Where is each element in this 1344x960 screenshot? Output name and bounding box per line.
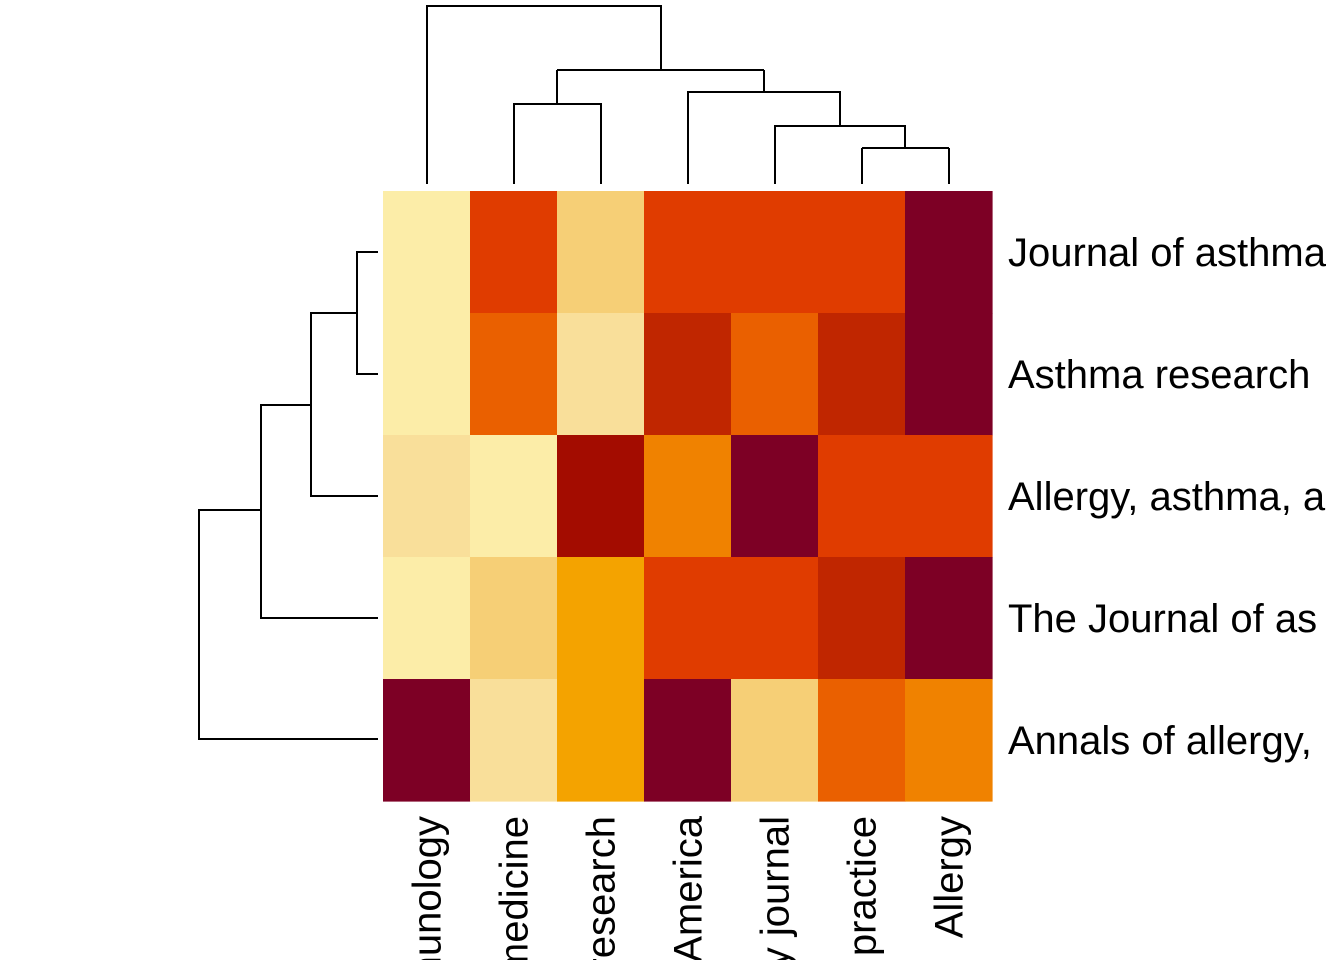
heatmap-cell bbox=[557, 313, 645, 436]
heatmap-cell bbox=[470, 435, 558, 558]
heatmap-cell bbox=[470, 557, 558, 680]
heatmap-cells bbox=[383, 191, 993, 802]
heatmap-cell bbox=[905, 679, 993, 802]
heatmap-cell bbox=[818, 557, 906, 680]
heatmap-cell bbox=[905, 191, 993, 314]
column-label: practice bbox=[841, 816, 885, 956]
heatmap-cell bbox=[731, 191, 819, 314]
heatmap-cell bbox=[557, 679, 645, 802]
heatmap-cell bbox=[557, 191, 645, 314]
column-label: Allergy bbox=[928, 816, 972, 938]
heatmap-cell bbox=[818, 313, 906, 436]
heatmap-cell bbox=[731, 313, 819, 436]
heatmap-cell bbox=[557, 557, 645, 680]
column-label: y journal bbox=[754, 816, 798, 960]
heatmap-cell bbox=[557, 435, 645, 558]
heatmap-cell bbox=[470, 679, 558, 802]
column-labels: nunology medicine research America y journal… bbox=[406, 815, 972, 960]
heatmap-cell bbox=[644, 313, 732, 436]
heatmap-cell bbox=[644, 435, 732, 558]
heatmap-cell bbox=[905, 557, 993, 680]
heatmap-cell bbox=[470, 191, 558, 314]
column-label: research bbox=[580, 816, 624, 960]
column-label: nunology bbox=[406, 816, 450, 960]
heatmap-cell bbox=[818, 679, 906, 802]
row-label: Journal of asthma bbox=[1008, 231, 1327, 275]
heatmap-cell bbox=[644, 191, 732, 314]
heatmap-cell bbox=[383, 557, 471, 680]
heatmap-cell bbox=[905, 435, 993, 558]
heatmap-cell bbox=[731, 435, 819, 558]
heatmap-cell bbox=[818, 435, 906, 558]
heatmap-cell bbox=[383, 313, 471, 436]
heatmap-cell bbox=[731, 679, 819, 802]
heatmap-cell bbox=[383, 679, 471, 802]
heatmap-cell bbox=[383, 191, 471, 314]
heatmap-cell bbox=[470, 313, 558, 436]
row-label: Annals of allergy, bbox=[1008, 719, 1312, 763]
heatmap-cell bbox=[383, 435, 471, 558]
column-dendrogram bbox=[426, 5, 950, 184]
column-label: medicine bbox=[493, 816, 537, 960]
heatmap-cell bbox=[644, 557, 732, 680]
row-label: The Journal of as bbox=[1008, 597, 1317, 641]
row-dendrogram bbox=[198, 251, 378, 740]
row-label: Asthma research bbox=[1008, 353, 1310, 397]
row-label: Allergy, asthma, a bbox=[1008, 475, 1326, 519]
heatmap-cell bbox=[818, 191, 906, 314]
row-labels: Journal of asthma Asthma research Allergy,… bbox=[1008, 231, 1327, 763]
heatmap-cell bbox=[905, 313, 993, 436]
heatmap-cell bbox=[731, 557, 819, 680]
column-label: America bbox=[667, 815, 711, 960]
heatmap-cell bbox=[644, 679, 732, 802]
